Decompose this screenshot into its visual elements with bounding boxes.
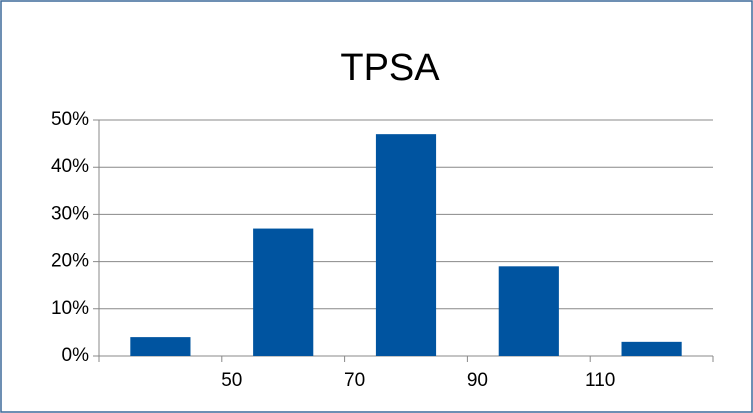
- bar: [130, 337, 191, 356]
- bar: [375, 134, 437, 356]
- y-tick-label: 10%: [51, 298, 89, 319]
- x-tick-label: 50: [221, 370, 242, 391]
- bar: [253, 228, 314, 356]
- bar: [498, 266, 559, 356]
- y-tick-label: 30%: [51, 203, 89, 224]
- x-tick-label: 110: [585, 370, 615, 391]
- y-tick-label: 40%: [51, 156, 89, 177]
- x-tick-label: 70: [344, 370, 365, 391]
- chart-title: TPSA: [340, 47, 440, 89]
- y-tick-label: 0%: [62, 345, 90, 366]
- y-tick-label: 50%: [51, 109, 89, 130]
- x-tick-label: 90: [467, 370, 488, 391]
- bar: [621, 341, 682, 356]
- y-tick-label: 20%: [51, 251, 89, 272]
